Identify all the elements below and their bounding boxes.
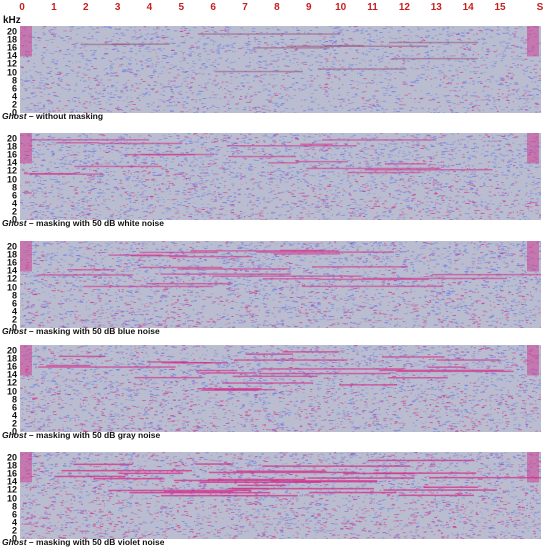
frequency-tick-label: 18 (6, 460, 17, 471)
frequency-axis-unit: kHz (3, 15, 21, 26)
frequency-tick-label: 18 (6, 249, 17, 260)
frequency-tick-label: 8 (11, 290, 17, 301)
frequency-tick-label: 0 (11, 214, 17, 225)
time-tick-label: 9 (306, 2, 312, 13)
frequency-tick-label: 16 (6, 361, 17, 372)
frequency-tick-label: 8 (11, 182, 17, 193)
spectrogram-texture (20, 26, 541, 113)
frequency-tick-label: 12 (6, 58, 17, 69)
frequency-tick-label: 18 (6, 141, 17, 152)
time-tick-label: 4 (146, 2, 153, 13)
frequency-tick-label: 12 (6, 377, 17, 388)
frequency-tick-label: 6 (11, 509, 17, 520)
frequency-tick-label: 10 (6, 493, 17, 503)
time-tick-label: 8 (274, 2, 280, 13)
frequency-tick-label: 8 (11, 394, 17, 405)
time-tick-label: 2 (82, 2, 89, 13)
frequency-tick-label: 0 (11, 426, 17, 437)
frequency-tick-label: 10 (6, 386, 17, 396)
frequency-tick-label: 4 (11, 91, 17, 102)
frequency-tick-label: 18 (6, 353, 17, 364)
panel-caption: Ghost – masking with 50 dB violet noise (2, 537, 165, 547)
frequency-tick-label: 2 (11, 525, 17, 536)
frequency-tick-label: 20 (6, 26, 17, 37)
time-tick-label: 15 (494, 2, 506, 13)
spectrogram-image (20, 133, 541, 220)
panel-caption-title: Ghost (2, 537, 27, 547)
frequency-tick-label: 14 (6, 157, 17, 168)
frequency-tick-label: 6 (11, 402, 17, 413)
frequency-tick-label: 4 (11, 410, 17, 421)
panel-caption-title: Ghost (2, 111, 27, 121)
panel-caption-title: Ghost (2, 326, 27, 336)
frequency-tick-label: 4 (11, 198, 17, 209)
frequency-tick-label: 14 (6, 265, 17, 276)
frequency-tick-label: 14 (6, 476, 17, 487)
frequency-tick-label: 6 (11, 190, 17, 201)
time-tick-label: 14 (462, 2, 474, 13)
panel-caption-subtitle: – without masking (26, 111, 104, 121)
frequency-tick-label: 6 (11, 298, 17, 309)
frequency-tick-label: 20 (6, 241, 17, 252)
panel-caption-subtitle: – masking with 50 dB violet noise (26, 537, 165, 547)
time-axis: 0 1 2 3 4 5 6 7 8 9 10 11 12 13 14 15 S (0, 0, 550, 16)
frequency-tick-label: 4 (11, 517, 17, 528)
time-axis-unit: S (536, 2, 544, 13)
frequency-tick-label: 6 (11, 83, 17, 94)
frequency-tick-label: 16 (6, 468, 17, 479)
frequency-tick-label: 0 (11, 533, 17, 544)
frequency-tick-label: 16 (6, 257, 17, 268)
frequency-tick-label: 12 (6, 484, 17, 495)
frequency-tick-label: 2 (11, 99, 17, 110)
spectrogram-image (20, 345, 541, 432)
time-tick-label: 5 (178, 2, 185, 13)
frequency-tick-label: 16 (6, 149, 17, 160)
spectrogram-texture (20, 345, 541, 432)
frequency-tick-label: 14 (6, 50, 17, 61)
frequency-tick-label: 14 (6, 369, 17, 380)
time-tick-label: 12 (398, 2, 410, 13)
spectrogram-texture (20, 133, 541, 220)
frequency-tick-label: 20 (6, 452, 17, 463)
spectrogram-texture (20, 241, 541, 328)
spectrogram-image (20, 241, 541, 328)
frequency-tick-label: 12 (6, 165, 17, 176)
frequency-tick-label: 20 (6, 133, 17, 144)
panel-caption-subtitle: – masking with 50 dB gray noise (26, 430, 161, 440)
frequency-tick-label: 18 (6, 34, 17, 45)
frequency-tick-label: 12 (6, 273, 17, 284)
panel-caption-subtitle: – masking with 50 dB blue noise (26, 326, 160, 336)
panel-caption: Ghost – masking with 50 dB gray noise (2, 430, 160, 440)
frequency-tick-label: 2 (11, 418, 17, 429)
frequency-tick-label: 10 (6, 174, 17, 184)
frequency-tick-label: 0 (11, 107, 17, 118)
frequency-tick-label: 16 (6, 42, 17, 53)
panel-caption: Ghost – without masking (2, 111, 103, 121)
spectrogram-image (20, 26, 541, 113)
spectrogram-image (20, 452, 541, 539)
time-tick-label: 1 (51, 2, 57, 13)
panel-caption-title: Ghost (2, 218, 27, 228)
time-tick-label: 7 (242, 2, 248, 13)
frequency-tick-label: 2 (11, 206, 17, 217)
frequency-tick-label: 10 (6, 282, 17, 292)
time-tick-label: 13 (430, 2, 442, 13)
time-tick-label: 6 (210, 2, 216, 13)
time-tick-label: 10 (335, 2, 347, 13)
frequency-tick-label: 4 (11, 306, 17, 317)
frequency-tick-label: 20 (6, 345, 17, 356)
frequency-tick-label: 10 (6, 67, 17, 77)
spectrogram-texture (20, 452, 541, 539)
panel-caption: Ghost – masking with 50 dB blue noise (2, 326, 160, 336)
frequency-tick-label: 0 (11, 322, 17, 333)
time-tick-label: 11 (367, 2, 378, 13)
panel-caption: Ghost – masking with 50 dB white noise (2, 218, 164, 228)
time-tick-label: 0 (19, 2, 25, 13)
frequency-tick-label: 8 (11, 501, 17, 512)
time-tick-label: 3 (114, 2, 121, 13)
panel-caption-subtitle: – masking with 50 dB white noise (26, 218, 165, 228)
frequency-tick-label: 8 (11, 75, 17, 86)
frequency-tick-label: 2 (11, 314, 17, 325)
panel-caption-title: Ghost (2, 430, 27, 440)
